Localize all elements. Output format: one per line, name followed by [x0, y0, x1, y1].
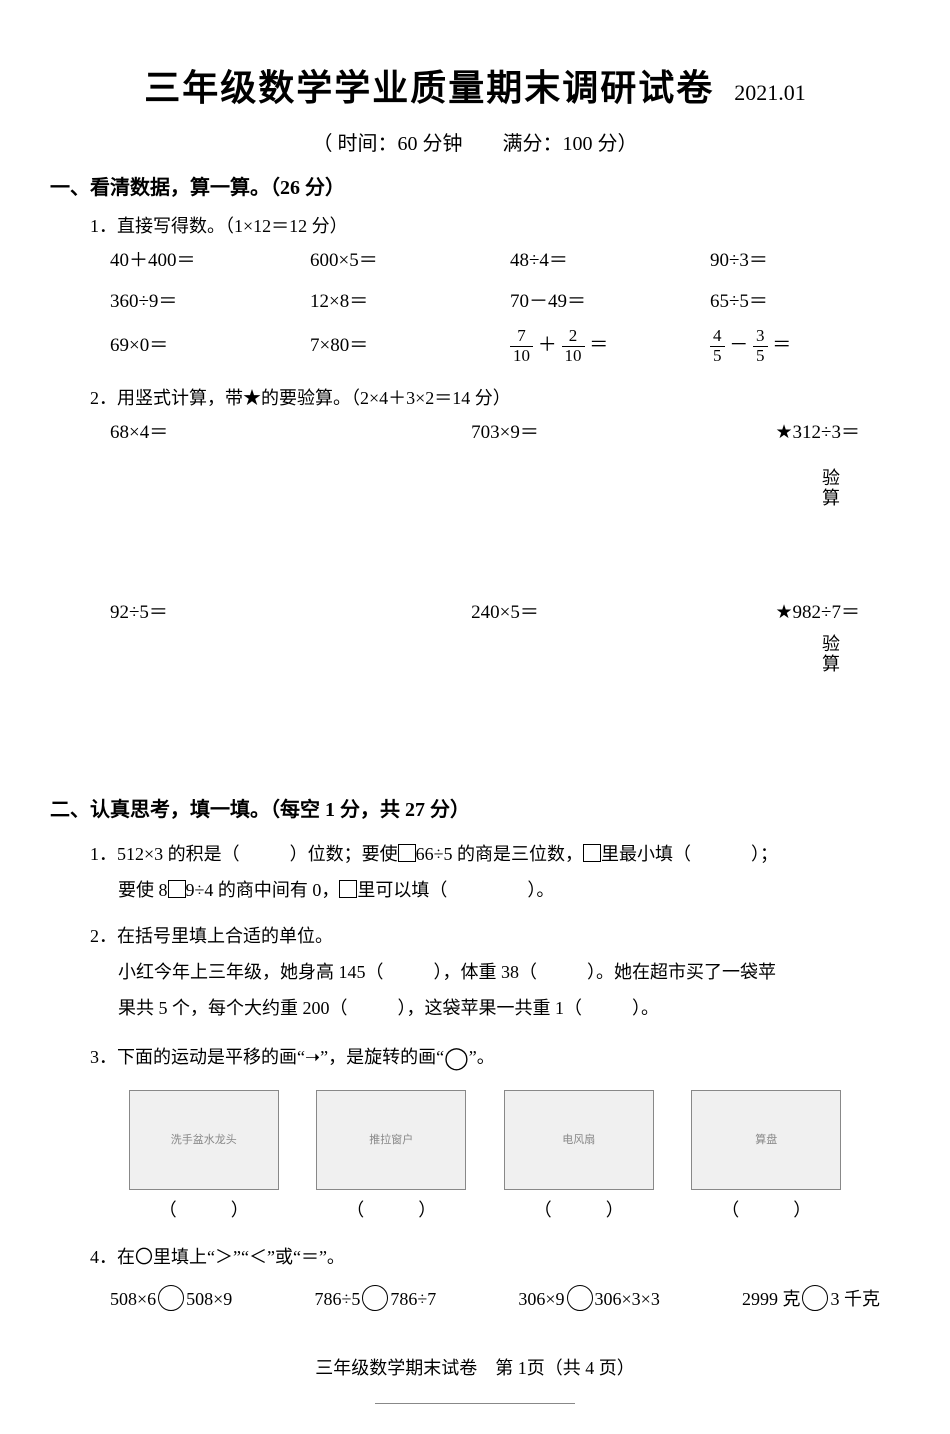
eq-item: 40＋400＝ [110, 246, 300, 276]
image-placeholder: 推拉窗户 [316, 1090, 466, 1190]
q2-4-row: 508×6508×9 786÷5786÷7 306×9306×3×3 2999 … [110, 1285, 900, 1314]
q1-2-prompt: 2．用竖式计算，带★的要验算。（2×4＋3×2＝14 分） [90, 384, 900, 413]
answer-blank: （ ） [301, 1196, 481, 1225]
eq-item: 360÷9＝ [110, 287, 300, 317]
vertical-calc-item: 92÷5＝ [110, 598, 367, 674]
exam-subtitle: （ 时间：60 分钟 满分：100 分） [50, 128, 900, 160]
exam-date: 2021.01 [734, 75, 806, 110]
q1-2-grid: 68×4＝ 703×9＝ ★312÷3＝ 验算 92÷5＝ 240×5＝ ★98… [110, 418, 900, 674]
compare-item: 2999 克3 千克 [742, 1285, 880, 1314]
eq-item: 7×80＝ [310, 331, 500, 361]
eq-item: 69×0＝ [110, 331, 300, 361]
answer-blank: （ ） [489, 1196, 669, 1225]
q2-3-images: 洗手盆水龙头 （ ） 推拉窗户 （ ） 电风扇 （ ） 算盘 （ ） [110, 1090, 860, 1225]
section-2-heading: 二、认真思考，填一填。（每空 1 分，共 27 分） [50, 794, 900, 826]
eq-item-fraction: 45 － 35 ＝ [710, 327, 900, 365]
image-placeholder: 电风扇 [504, 1090, 654, 1190]
answer-blank: （ ） [114, 1196, 294, 1225]
image-placeholder: 洗手盆水龙头 [129, 1090, 279, 1190]
compare-item: 508×6508×9 [110, 1285, 232, 1314]
footer-divider [375, 1403, 575, 1404]
compare-item: 306×9306×3×3 [518, 1285, 659, 1314]
eq-item: 90÷3＝ [710, 246, 900, 276]
compare-item: 786÷5786÷7 [314, 1285, 436, 1314]
vertical-calc-item: ★312÷3＝ 验算 [643, 418, 900, 508]
page-footer: 三年级数学期末试卷 第 1页（共 4 页） [50, 1354, 900, 1383]
vertical-calc-item: 703×9＝ [377, 418, 634, 508]
eq-item: 600×5＝ [310, 246, 500, 276]
vertical-calc-item: 68×4＝ [110, 418, 367, 508]
eq-item: 70－49＝ [510, 287, 700, 317]
motion-image-cell: 洗手盆水龙头 （ ） [114, 1090, 294, 1225]
vertical-calc-item: ★982÷7＝ 验算 [643, 598, 900, 674]
q2-1: 1．512×3 的积是（）位数；要使66÷5 的商是三位数，里最小填（）； 要使… [90, 836, 900, 908]
q2-2-prompt: 2．在括号里填上合适的单位。 [90, 918, 900, 954]
q1-1-prompt: 1．直接写得数。（1×12＝12 分） [90, 212, 900, 241]
motion-image-cell: 推拉窗户 （ ） [301, 1090, 481, 1225]
q2-3-prompt: 3．下面的运动是平移的画“➝”，是旋转的画“◯”。 [90, 1036, 900, 1080]
answer-blank: （ ） [676, 1196, 856, 1225]
q2-2-body: 小红今年上三年级，她身高 145（），体重 38（）。她在超市买了一袋苹 果共 … [90, 954, 900, 1026]
motion-image-cell: 算盘 （ ） [676, 1090, 856, 1225]
eq-item: 12×8＝ [310, 287, 500, 317]
eq-item: 48÷4＝ [510, 246, 700, 276]
vertical-calc-item: 240×5＝ [377, 598, 634, 674]
section-1-heading: 一、看清数据，算一算。（26 分） [50, 172, 900, 204]
eq-item: 65÷5＝ [710, 287, 900, 317]
eq-item-fraction: 710 ＋ 210 ＝ [510, 327, 700, 365]
q1-1-grid: 40＋400＝ 600×5＝ 48÷4＝ 90÷3＝ 360÷9＝ 12×8＝ … [110, 246, 900, 365]
q2-4-prompt: 4．在〇里填上“＞”“＜”或“＝”。 [90, 1239, 900, 1275]
image-placeholder: 算盘 [691, 1090, 841, 1190]
motion-image-cell: 电风扇 （ ） [489, 1090, 669, 1225]
exam-title: 三年级数学学业质量期末调研试卷 [144, 60, 714, 118]
